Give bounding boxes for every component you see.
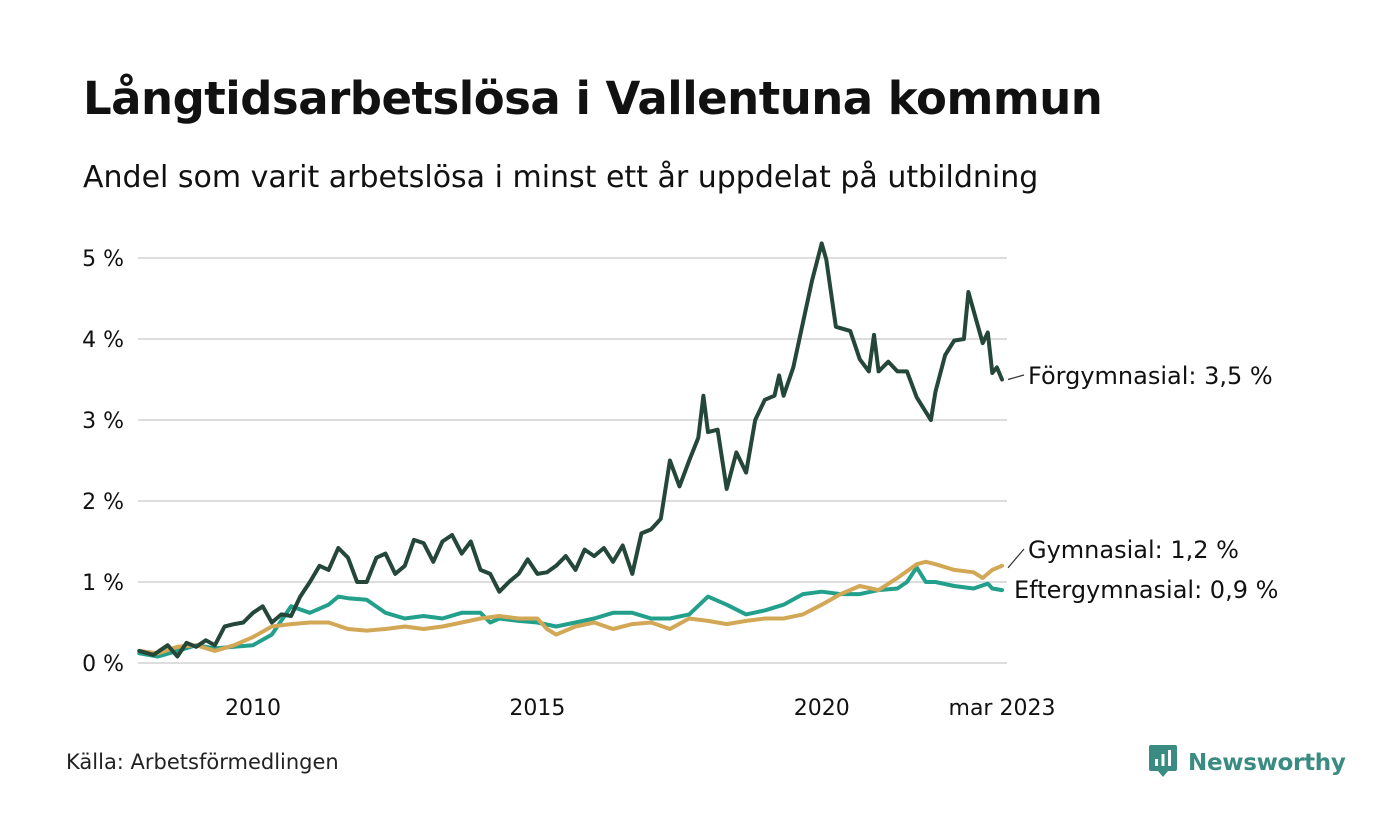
series-line-förgymnasial bbox=[137, 241, 1004, 659]
y-tick-label: 4 % bbox=[82, 328, 124, 353]
series-line-gymnasial bbox=[137, 559, 1004, 656]
y-tick-label: 1 % bbox=[82, 571, 124, 596]
x-axis-tick-labels: 2010 2015 2020 mar 2023 bbox=[225, 696, 1055, 721]
newsworthy-logo-icon bbox=[1148, 744, 1178, 782]
line-chart: 0 %1 %2 %3 %4 %5 % 2010 2015 2020 mar 2023 … bbox=[82, 241, 1278, 721]
newsworthy-brand[interactable]: Newsworthy bbox=[1148, 744, 1346, 782]
series-lines bbox=[137, 241, 1004, 659]
end-label-connector bbox=[1007, 548, 1025, 569]
end-label-eftergymnasial: Eftergymnasial: 0,9 % bbox=[1014, 576, 1278, 604]
chart-subtitle: Andel som varit arbetslösa i minst ett å… bbox=[83, 160, 1039, 195]
x-tick-label: 2020 bbox=[794, 696, 850, 721]
end-label-gymnasial: Gymnasial: 1,2 % bbox=[1028, 536, 1239, 564]
source-note: Källa: Arbetsförmedlingen bbox=[66, 750, 339, 774]
y-tick-label: 2 % bbox=[82, 490, 124, 515]
y-tick-label: 0 % bbox=[82, 652, 124, 677]
chart-title: Långtidsarbetslösa i Vallentuna kommun bbox=[83, 72, 1103, 125]
y-axis-tick-labels: 0 % 1 % 2 % 3 % 4 % 5 % bbox=[82, 247, 124, 677]
series-line-eftergymnasial bbox=[137, 565, 1004, 659]
x-tick-label: 2015 bbox=[509, 696, 565, 721]
brand-name: Newsworthy bbox=[1188, 750, 1346, 776]
end-label-connector bbox=[1007, 374, 1025, 381]
x-tick-label: mar 2023 bbox=[949, 696, 1056, 721]
end-label-förgymnasial: Förgymnasial: 3,5 % bbox=[1028, 362, 1273, 390]
y-tick-label: 5 % bbox=[82, 247, 124, 272]
x-tick-label: 2010 bbox=[225, 696, 281, 721]
y-tick-label: 3 % bbox=[82, 409, 124, 434]
series-end-labels: Förgymnasial: 3,5 % Gymnasial: 1,2 % Efter… bbox=[1007, 362, 1278, 604]
gridlines bbox=[138, 257, 1007, 664]
